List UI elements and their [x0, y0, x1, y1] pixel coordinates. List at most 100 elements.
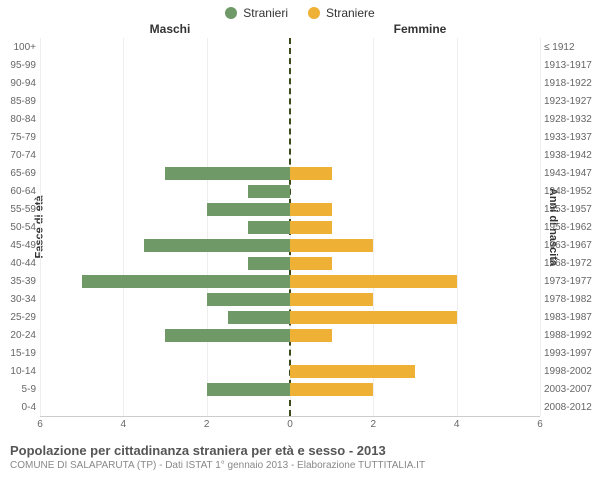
age-row: 40-441968-1972: [40, 254, 540, 272]
bar-male: [165, 329, 290, 342]
age-label: 20-24: [2, 330, 36, 341]
female-half: [290, 74, 540, 92]
birth-label: 1933-1937: [544, 132, 598, 143]
birth-label: 2008-2012: [544, 402, 598, 413]
birth-label: 1978-1982: [544, 294, 598, 305]
female-half: [290, 128, 540, 146]
birth-label: 1998-2002: [544, 366, 598, 377]
age-label: 35-39: [2, 276, 36, 287]
female-half: [290, 254, 540, 272]
column-headers: Maschi Femmine: [0, 22, 600, 36]
male-half: [40, 218, 290, 236]
age-row: 60-641948-1952: [40, 182, 540, 200]
x-tick: 0: [287, 419, 293, 430]
female-half: [290, 272, 540, 290]
male-half: [40, 200, 290, 218]
male-half: [40, 344, 290, 362]
age-label: 90-94: [2, 78, 36, 89]
birth-label: 1983-1987: [544, 312, 598, 323]
male-half: [40, 182, 290, 200]
bar-male: [248, 257, 290, 270]
birth-label: 1948-1952: [544, 186, 598, 197]
female-half: [290, 308, 540, 326]
age-label: 100+: [2, 42, 36, 53]
birth-label: 1943-1947: [544, 168, 598, 179]
bar-male: [248, 185, 290, 198]
age-label: 45-49: [2, 240, 36, 251]
female-half: [290, 398, 540, 416]
female-half: [290, 218, 540, 236]
age-row: 75-791933-1937: [40, 128, 540, 146]
female-half: [290, 344, 540, 362]
male-half: [40, 236, 290, 254]
age-row: 90-941918-1922: [40, 74, 540, 92]
male-half: [40, 362, 290, 380]
legend-male-label: Stranieri: [243, 6, 288, 20]
male-half: [40, 128, 290, 146]
birth-label: ≤ 1912: [544, 42, 598, 53]
footer-subtitle: COMUNE DI SALAPARUTA (TP) - Dati ISTAT 1…: [10, 460, 590, 471]
female-half: [290, 236, 540, 254]
bar-female: [290, 167, 332, 180]
female-half: [290, 362, 540, 380]
female-half: [290, 326, 540, 344]
age-label: 85-89: [2, 96, 36, 107]
birth-label: 1928-1932: [544, 114, 598, 125]
bar-female: [290, 257, 332, 270]
birth-label: 1973-1977: [544, 276, 598, 287]
age-label: 25-29: [2, 312, 36, 323]
birth-label: 1988-1992: [544, 330, 598, 341]
age-label: 15-19: [2, 348, 36, 359]
bar-male: [207, 203, 290, 216]
birth-label: 1913-1917: [544, 60, 598, 71]
legend: Stranieri Straniere: [0, 0, 600, 20]
age-row: 85-891923-1927: [40, 92, 540, 110]
header-female: Femmine: [300, 22, 600, 36]
birth-label: 1968-1972: [544, 258, 598, 269]
female-half: [290, 92, 540, 110]
plot-area: Fasce di età Anni di nascita 100+≤ 19129…: [40, 38, 540, 416]
bar-male: [82, 275, 290, 288]
header-male: Maschi: [0, 22, 300, 36]
age-row: 35-391973-1977: [40, 272, 540, 290]
bar-female: [290, 203, 332, 216]
bar-female: [290, 329, 332, 342]
age-row: 0-42008-2012: [40, 398, 540, 416]
birth-label: 2003-2007: [544, 384, 598, 395]
bar-male: [248, 221, 290, 234]
legend-female-label: Straniere: [326, 6, 375, 20]
bar-male: [165, 167, 290, 180]
male-half: [40, 146, 290, 164]
bar-female: [290, 365, 415, 378]
gridline: [540, 38, 541, 416]
male-half: [40, 290, 290, 308]
age-label: 40-44: [2, 258, 36, 269]
male-half: [40, 380, 290, 398]
age-label: 55-59: [2, 204, 36, 215]
female-half: [290, 290, 540, 308]
age-label: 95-99: [2, 60, 36, 71]
age-label: 65-69: [2, 168, 36, 179]
age-row: 65-691943-1947: [40, 164, 540, 182]
x-tick: 4: [121, 419, 127, 430]
age-label: 10-14: [2, 366, 36, 377]
age-row: 100+≤ 1912: [40, 38, 540, 56]
footer: Popolazione per cittadinanza straniera p…: [0, 437, 600, 471]
bar-male: [144, 239, 290, 252]
age-row: 80-841928-1932: [40, 110, 540, 128]
male-half: [40, 326, 290, 344]
male-half: [40, 74, 290, 92]
age-label: 75-79: [2, 132, 36, 143]
birth-label: 1923-1927: [544, 96, 598, 107]
bar-female: [290, 221, 332, 234]
male-half: [40, 56, 290, 74]
female-half: [290, 110, 540, 128]
male-half: [40, 92, 290, 110]
bar-male: [207, 293, 290, 306]
legend-male: Stranieri: [225, 6, 288, 20]
birth-label: 1938-1942: [544, 150, 598, 161]
age-row: 25-291983-1987: [40, 308, 540, 326]
birth-label: 1953-1957: [544, 204, 598, 215]
female-half: [290, 164, 540, 182]
age-label: 80-84: [2, 114, 36, 125]
